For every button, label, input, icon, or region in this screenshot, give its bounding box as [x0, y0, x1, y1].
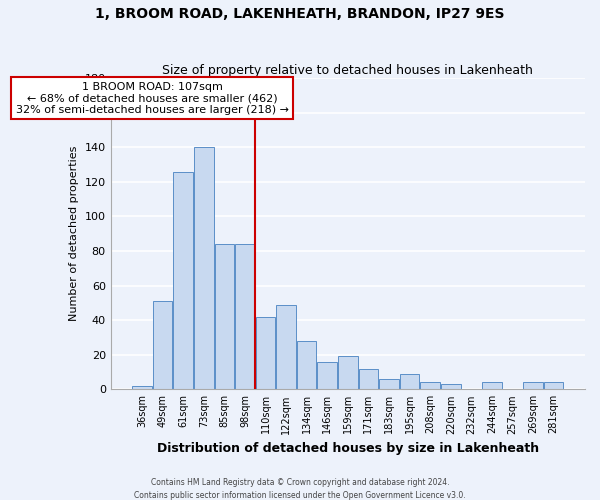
- Bar: [153, 301, 172, 390]
- Bar: [132, 386, 152, 390]
- Text: Contains HM Land Registry data © Crown copyright and database right 2024.
Contai: Contains HM Land Registry data © Crown c…: [134, 478, 466, 500]
- Bar: [359, 368, 378, 390]
- Bar: [277, 304, 296, 390]
- Bar: [338, 356, 358, 390]
- Bar: [173, 172, 193, 390]
- Bar: [194, 148, 214, 390]
- Bar: [482, 382, 502, 390]
- Y-axis label: Number of detached properties: Number of detached properties: [69, 146, 79, 322]
- Bar: [400, 374, 419, 390]
- Bar: [235, 244, 255, 390]
- Bar: [379, 379, 399, 390]
- Bar: [215, 244, 234, 390]
- X-axis label: Distribution of detached houses by size in Lakenheath: Distribution of detached houses by size …: [157, 442, 539, 455]
- Title: Size of property relative to detached houses in Lakenheath: Size of property relative to detached ho…: [163, 64, 533, 77]
- Bar: [421, 382, 440, 390]
- Bar: [317, 362, 337, 390]
- Bar: [297, 341, 316, 390]
- Text: 1 BROOM ROAD: 107sqm
← 68% of detached houses are smaller (462)
32% of semi-deta: 1 BROOM ROAD: 107sqm ← 68% of detached h…: [16, 82, 289, 115]
- Bar: [441, 384, 461, 390]
- Bar: [523, 382, 543, 390]
- Text: 1, BROOM ROAD, LAKENHEATH, BRANDON, IP27 9ES: 1, BROOM ROAD, LAKENHEATH, BRANDON, IP27…: [95, 8, 505, 22]
- Bar: [544, 382, 563, 390]
- Bar: [256, 316, 275, 390]
